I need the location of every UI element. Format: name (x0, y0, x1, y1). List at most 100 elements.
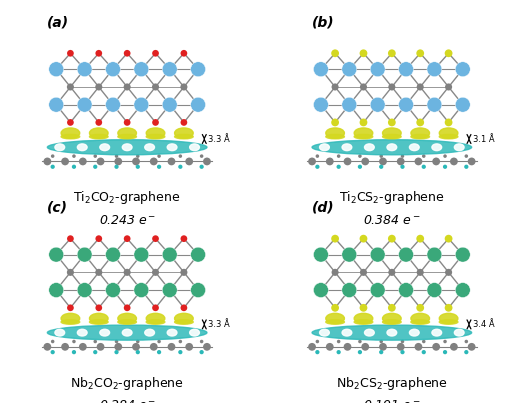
Text: 0.191 e$^-$: 0.191 e$^-$ (363, 399, 421, 403)
Ellipse shape (89, 128, 108, 138)
Ellipse shape (189, 144, 199, 151)
Circle shape (313, 97, 329, 112)
Circle shape (388, 304, 396, 312)
Circle shape (181, 119, 187, 126)
Text: 0.243 e$^-$: 0.243 e$^-$ (99, 214, 156, 226)
Circle shape (336, 165, 341, 169)
Circle shape (105, 247, 120, 262)
Circle shape (49, 97, 64, 112)
Circle shape (468, 158, 475, 165)
Circle shape (360, 83, 367, 91)
Circle shape (157, 165, 161, 169)
Circle shape (316, 340, 319, 343)
Circle shape (342, 97, 357, 112)
Circle shape (464, 350, 469, 354)
Circle shape (179, 340, 182, 343)
Circle shape (388, 269, 395, 276)
Circle shape (427, 62, 442, 77)
Text: 3.3 Å: 3.3 Å (208, 135, 229, 143)
Circle shape (95, 83, 102, 91)
Circle shape (44, 343, 51, 351)
Circle shape (79, 158, 87, 165)
Circle shape (134, 247, 149, 262)
Ellipse shape (326, 128, 345, 138)
Circle shape (344, 343, 351, 351)
Text: 0.384 e$^-$: 0.384 e$^-$ (363, 214, 421, 226)
Ellipse shape (342, 329, 352, 336)
Circle shape (465, 154, 468, 158)
Circle shape (337, 340, 340, 343)
Circle shape (162, 97, 177, 112)
Ellipse shape (432, 329, 442, 336)
Circle shape (432, 158, 440, 165)
Ellipse shape (320, 144, 330, 151)
Circle shape (115, 154, 118, 158)
Circle shape (203, 343, 211, 351)
Circle shape (93, 165, 98, 169)
Circle shape (135, 165, 140, 169)
Text: 3.3 Å: 3.3 Å (208, 320, 229, 329)
Circle shape (150, 343, 158, 351)
Ellipse shape (146, 128, 165, 138)
Circle shape (388, 118, 396, 126)
Circle shape (361, 158, 369, 165)
Ellipse shape (454, 329, 464, 336)
Ellipse shape (354, 134, 373, 139)
Ellipse shape (100, 329, 110, 336)
Circle shape (136, 154, 140, 158)
Circle shape (421, 165, 426, 169)
Circle shape (416, 50, 424, 57)
Circle shape (388, 235, 396, 243)
Circle shape (445, 118, 453, 126)
Circle shape (432, 343, 440, 351)
Circle shape (134, 283, 149, 297)
Ellipse shape (383, 320, 401, 324)
Text: Ti$_2$CS$_2$-graphene: Ti$_2$CS$_2$-graphene (339, 189, 445, 206)
Ellipse shape (411, 313, 430, 324)
Ellipse shape (167, 144, 177, 151)
Circle shape (67, 50, 74, 57)
Circle shape (450, 343, 458, 351)
Circle shape (67, 235, 74, 242)
Circle shape (360, 235, 367, 243)
Circle shape (152, 119, 159, 126)
Ellipse shape (320, 329, 330, 336)
Circle shape (72, 340, 76, 343)
Circle shape (379, 158, 387, 165)
Ellipse shape (364, 144, 374, 151)
Circle shape (326, 343, 334, 351)
Ellipse shape (383, 134, 401, 139)
Circle shape (388, 50, 396, 57)
Ellipse shape (342, 144, 352, 151)
Circle shape (51, 154, 54, 158)
Circle shape (331, 235, 339, 243)
Circle shape (157, 340, 161, 343)
Circle shape (342, 62, 357, 77)
Circle shape (443, 340, 447, 343)
Ellipse shape (326, 134, 345, 139)
Text: 3.4 Å: 3.4 Å (472, 320, 494, 329)
Circle shape (190, 97, 206, 112)
Circle shape (415, 158, 422, 165)
Circle shape (178, 165, 183, 169)
Circle shape (399, 97, 414, 112)
Ellipse shape (100, 144, 110, 151)
Ellipse shape (354, 313, 373, 324)
Text: (c): (c) (47, 201, 69, 214)
Circle shape (95, 50, 102, 57)
Circle shape (77, 283, 92, 297)
Ellipse shape (118, 313, 136, 324)
Circle shape (152, 50, 159, 57)
Circle shape (93, 350, 98, 354)
Circle shape (401, 154, 404, 158)
Circle shape (427, 283, 442, 297)
Circle shape (332, 269, 339, 276)
Circle shape (51, 340, 54, 343)
Text: 3.1 Å: 3.1 Å (472, 135, 494, 143)
Ellipse shape (77, 329, 87, 336)
Circle shape (445, 235, 453, 243)
Circle shape (443, 154, 447, 158)
Circle shape (308, 158, 316, 165)
Circle shape (315, 165, 320, 169)
Ellipse shape (89, 320, 108, 324)
